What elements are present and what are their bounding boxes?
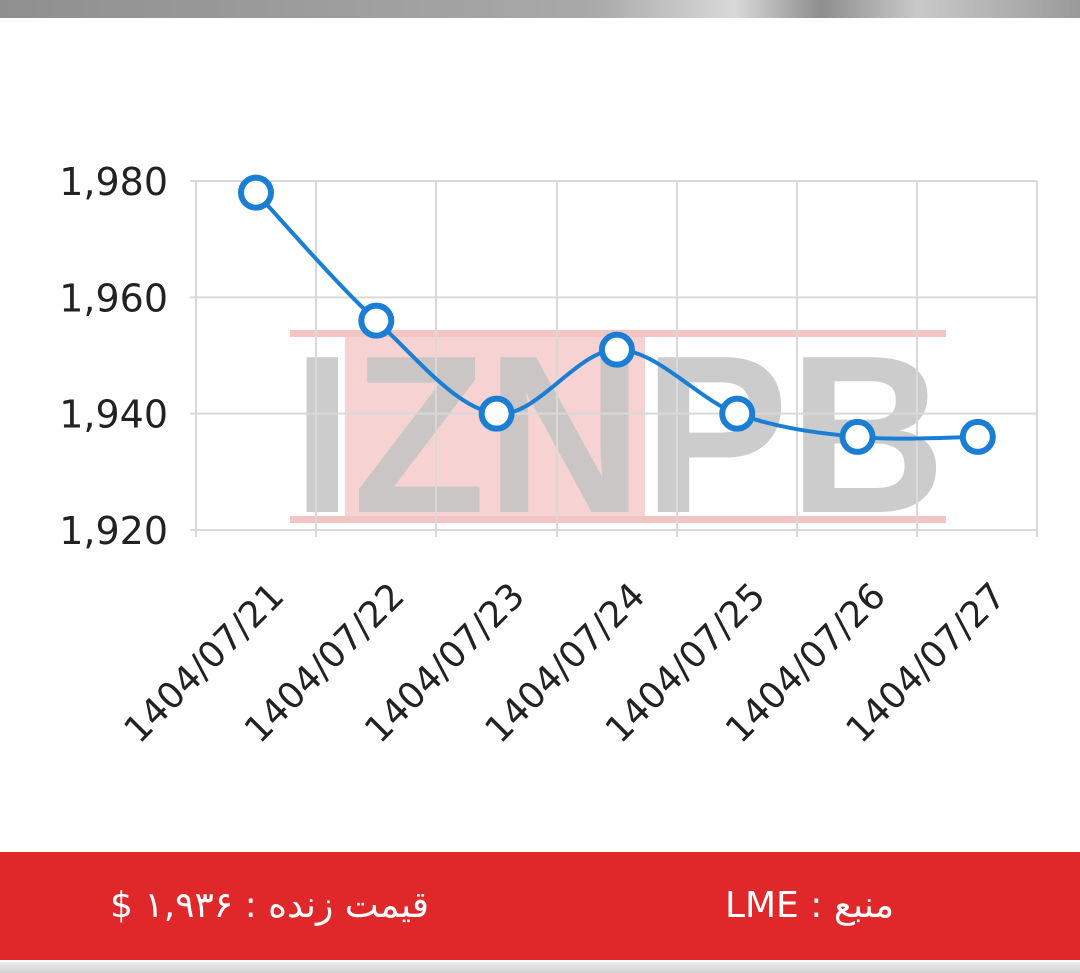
live-price-label: قیمت زنده : ۱,۹۳۶ $ [110,885,430,926]
bottom-edge-bar [0,962,1080,973]
data-point [839,418,876,455]
x-axis-ticks: 1404/07/211404/07/221404/07/231404/07/24… [117,575,1015,751]
data-point [719,395,756,432]
data-points [238,174,996,455]
data-point [358,302,395,339]
footer-bar: قیمت زنده : ۱,۹۳۶ $ منبع : LME [0,852,1080,960]
data-point [478,395,515,432]
data-point [238,174,274,211]
y-axis-ticks: 1,980 1,960 1,940 1,920 [59,160,168,553]
y-tick-label: 1,980 [59,160,168,204]
y-tick-label: 1,960 [59,276,168,320]
y-tick-label: 1,920 [59,509,168,553]
y-tick-label: 1,940 [59,393,168,437]
data-point [959,418,996,455]
top-edge-bar [0,0,1080,18]
chart-grid [190,180,1038,537]
data-point [598,331,635,368]
source-label: منبع : LME [724,885,894,926]
